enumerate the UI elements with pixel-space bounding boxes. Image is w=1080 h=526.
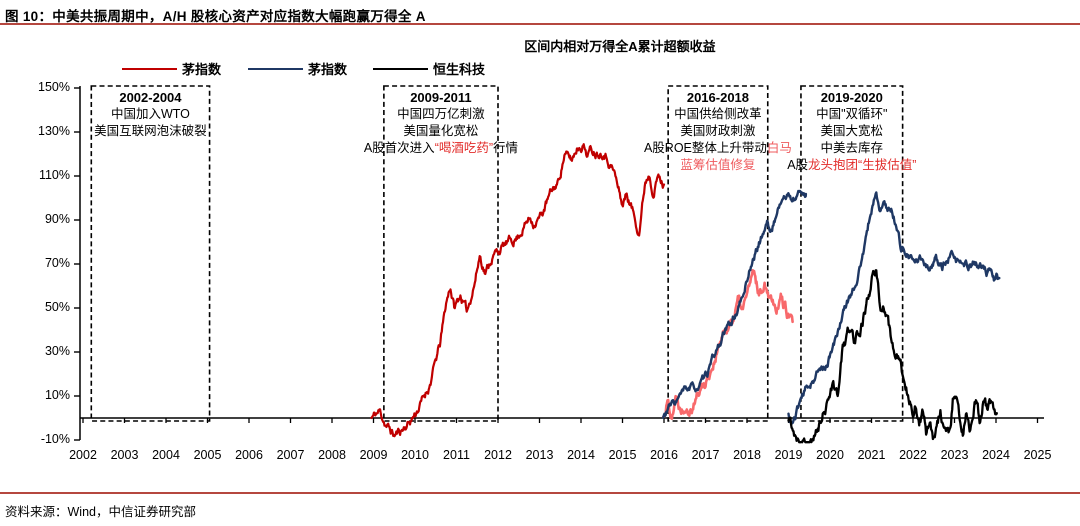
annotation-line: 中国"双循环" — [787, 106, 916, 123]
annotation-2019-2020: 2019-2020 中国"双循环" 美国大宽松中美去库存 A股龙头抱团“生拔估值” — [787, 89, 916, 174]
x-axis-label-2016: 2016 — [650, 448, 678, 462]
x-axis-label-2002: 2002 — [69, 448, 97, 462]
source-note: 资料来源：Wind，中信证券研究部 — [5, 505, 196, 519]
annotation-2002-2004: 2002-2004 中国加入WTO 美国互联网泡沫破裂 — [94, 89, 207, 140]
x-axis-label-2014: 2014 — [567, 448, 595, 462]
x-axis-label-2011: 2011 — [443, 448, 470, 462]
annotation-line: 中美去库存 — [787, 140, 916, 157]
x-axis-label-2022: 2022 — [899, 448, 927, 462]
legend-item-2: 恒生科技 — [373, 59, 485, 78]
highlight-box-2019-2020 — [800, 85, 904, 422]
highlight-box-2002-2004 — [90, 85, 211, 422]
legend-line-swatch — [373, 67, 428, 70]
annotation-line: 中国供给侧改革 — [644, 106, 792, 123]
legend-label: 茅指数 — [308, 62, 348, 77]
annotation-text: 中国供给侧改革 — [674, 107, 762, 121]
annotation-2016-2018: 2016-2018 中国供给侧改革 美国财政刺激 A股ROE整体上升带动白马 蓝筹估值修… — [644, 89, 792, 174]
x-axis-label-2013: 2013 — [525, 448, 554, 462]
annotation-text: 中美去库存 — [820, 141, 884, 155]
annotation-period: 2002-2004 — [119, 90, 182, 105]
title-rule — [0, 23, 1080, 25]
x-axis-label-2004: 2004 — [152, 448, 180, 462]
annotation-line: A股龙头抱团“生拔估值” — [787, 157, 916, 174]
annotation-text: A股首次进入 — [363, 141, 435, 155]
legend-label: 恒生科技 — [433, 62, 486, 77]
y-axis-label-50: 50% — [44, 300, 70, 314]
figure-title: 图 10：中美共振周期中，A/H 股核心资产对应指数大幅跑赢万得全 A — [5, 9, 426, 24]
annotation-text: A股ROE整体上升带动 — [643, 141, 767, 155]
x-axis-label-2025: 2025 — [1023, 448, 1052, 462]
y-axis-label-70: 70% — [44, 256, 70, 270]
y-axis-label-90: 90% — [44, 212, 70, 226]
annotation-line: 美国互联网泡沫破裂 — [94, 123, 207, 140]
x-axis-label-2005: 2005 — [193, 448, 222, 462]
annotation-line: 美国财政刺激 — [644, 123, 792, 140]
x-axis-label-2003: 2003 — [110, 448, 139, 462]
x-axis-label-2023: 2023 — [940, 448, 969, 462]
annotation-line: A股ROE整体上升带动白马 — [644, 140, 792, 157]
annotation-line: 蓝筹估值修复 — [644, 157, 792, 174]
annotation-text: 美国互联网泡沫破裂 — [94, 124, 207, 138]
y-axis-label-130: 130% — [38, 124, 70, 138]
x-axis-label-2008: 2008 — [318, 448, 346, 462]
source-rule — [0, 492, 1080, 494]
x-axis-label-2018: 2018 — [733, 448, 761, 462]
annotation-line: 美国大宽松 — [787, 123, 916, 140]
annotation-line: A股首次进入“喝酒吃药”行情 — [364, 140, 518, 157]
series-line-4-恒生科技-2019至2024段 — [787, 269, 998, 444]
legend-item-1: 茅指数 — [248, 59, 347, 78]
x-axis-label-2017: 2017 — [691, 448, 720, 462]
x-axis-label-2024: 2024 — [982, 448, 1010, 462]
x-axis-label-2019: 2019 — [774, 448, 803, 462]
annotation-text: 美国大宽松 — [820, 124, 884, 138]
annotation-text: 美国财政刺激 — [680, 124, 756, 138]
annotation-text: 中国四万亿刺激 — [397, 107, 485, 121]
series-line-3-茅指数-蓝-2019至2024段 — [787, 191, 1001, 425]
annotation-highlight-text: 白马 — [766, 141, 792, 155]
chart-title: 区间内相对万得全A累计超额收益 — [524, 39, 716, 54]
y-axis-label-30: 30% — [44, 344, 70, 358]
annotation-text: 美国量化宽松 — [403, 124, 479, 138]
annotation-line: 中国四万亿刺激 — [364, 106, 518, 123]
series-line-0-茅指数-红-2009至2016段 — [370, 143, 666, 438]
y-axis-label--10: -10% — [40, 432, 70, 446]
annotation-text: A股 — [787, 158, 809, 172]
x-axis-label-2020: 2020 — [816, 448, 844, 462]
y-axis-label-10: 10% — [44, 388, 70, 402]
x-axis-label-2015: 2015 — [608, 448, 637, 462]
legend-item-0: 茅指数 — [122, 59, 221, 78]
annotation-period: 2016-2018 — [686, 90, 750, 105]
annotation-text: 中国"双循环" — [816, 107, 888, 121]
x-axis-label-2007: 2007 — [276, 448, 305, 462]
annotation-2009-2011: 2009-2011 中国四万亿刺激 美国量化宽松 A股首次进入“喝酒吃药”行情 — [364, 89, 518, 157]
highlight-box-2016-2018 — [667, 85, 769, 422]
x-axis-label-2010: 2010 — [401, 448, 429, 462]
annotation-period: 2019-2020 — [820, 90, 883, 105]
x-axis-label-2009: 2009 — [359, 448, 388, 462]
y-axis-label-150: 150% — [38, 80, 70, 94]
x-axis-label-2021: 2021 — [857, 448, 886, 462]
x-axis-label-2006: 2006 — [235, 448, 263, 462]
legend-line-swatch — [122, 67, 177, 70]
annotation-highlight-text: 龙头抱团“生拔估值” — [808, 158, 917, 172]
x-axis-label-2012: 2012 — [484, 448, 512, 462]
annotation-highlight-text: “喝酒吃药” — [434, 141, 494, 155]
y-axis-label-110: 110% — [38, 168, 70, 182]
legend-line-swatch — [248, 67, 303, 70]
series-line-2-茅指数-蓝-2016至2019段 — [662, 189, 808, 419]
annotation-text: 中国加入WTO — [110, 107, 190, 121]
annotation-line: 美国量化宽松 — [364, 123, 518, 140]
series-line-1-茅指数-粉-2016至2019段 — [661, 269, 794, 420]
legend-label: 茅指数 — [182, 62, 222, 77]
annotation-period: 2009-2011 — [410, 90, 472, 105]
annotation-highlight-text: 蓝筹估值修复 — [680, 158, 756, 172]
annotation-line: 中国加入WTO — [94, 106, 207, 123]
annotation-text: 行情 — [493, 141, 519, 155]
